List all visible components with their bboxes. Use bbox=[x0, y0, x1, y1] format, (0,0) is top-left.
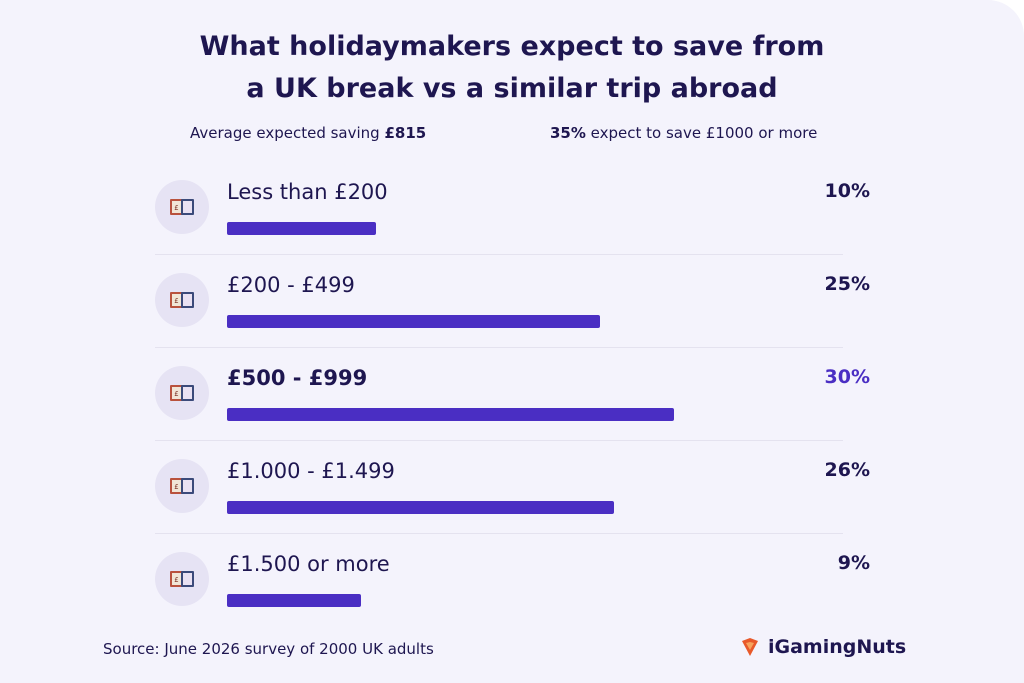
bar bbox=[227, 315, 600, 328]
row-divider bbox=[155, 347, 843, 348]
value-label: 25% bbox=[824, 273, 870, 295]
svg-text:£: £ bbox=[174, 483, 178, 491]
share-over-1000-text: expect to save £1000 or more bbox=[585, 124, 818, 142]
share-over-1000-value: 35% bbox=[550, 124, 586, 142]
bar-row: £ £1.000 - £1.499 26% bbox=[155, 459, 870, 552]
value-label: 26% bbox=[824, 459, 870, 481]
category-label: £1.500 or more bbox=[227, 552, 390, 576]
bar bbox=[227, 222, 376, 235]
average-saving-value: £815 bbox=[384, 124, 427, 142]
nut-logo-icon bbox=[742, 638, 758, 656]
source-note: Source: June 2026 survey of 2000 UK adul… bbox=[103, 640, 434, 658]
money-wallet-icon: £ bbox=[155, 273, 209, 327]
average-saving-stat: Average expected saving £815 bbox=[190, 124, 426, 142]
money-wallet-icon: £ bbox=[155, 552, 209, 606]
bar bbox=[227, 501, 614, 514]
category-label: £500 - £999 bbox=[227, 366, 368, 390]
bar-row: £ £1.500 or more 9% bbox=[155, 552, 870, 645]
category-label: £200 - £499 bbox=[227, 273, 355, 297]
category-label: Less than £200 bbox=[227, 180, 388, 204]
svg-text:£: £ bbox=[174, 576, 178, 584]
row-divider bbox=[155, 440, 843, 441]
money-wallet-icon: £ bbox=[155, 366, 209, 420]
bar-row: £ £200 - £499 25% bbox=[155, 273, 870, 366]
category-label: £1.000 - £1.499 bbox=[227, 459, 395, 483]
bar-row: £ £500 - £999 30% bbox=[155, 366, 870, 459]
row-divider bbox=[155, 533, 843, 534]
svg-text:£: £ bbox=[174, 204, 178, 212]
share-over-1000-stat: 35% expect to save £1000 or more bbox=[550, 124, 817, 142]
money-wallet-icon: £ bbox=[155, 459, 209, 513]
svg-text:£: £ bbox=[174, 297, 178, 305]
brand-logo: iGamingNuts bbox=[740, 636, 906, 658]
money-wallet-icon: £ bbox=[155, 180, 209, 234]
value-label: 10% bbox=[824, 180, 870, 202]
chart-title-line-1: What holidaymakers expect to save from bbox=[199, 31, 825, 62]
bar bbox=[227, 594, 361, 607]
chart-title: What holidaymakers expect to save from a… bbox=[0, 26, 1024, 110]
value-label: 9% bbox=[837, 552, 870, 574]
brand-name: iGamingNuts bbox=[768, 636, 907, 658]
bar-row: £ Less than £200 10% bbox=[155, 180, 870, 273]
svg-text:£: £ bbox=[174, 390, 178, 398]
average-saving-text: Average expected saving bbox=[190, 124, 385, 142]
value-label: 30% bbox=[824, 366, 870, 388]
bar bbox=[227, 408, 674, 421]
chart-title-line-2: a UK break vs a similar trip abroad bbox=[246, 73, 778, 104]
row-divider bbox=[155, 254, 843, 255]
